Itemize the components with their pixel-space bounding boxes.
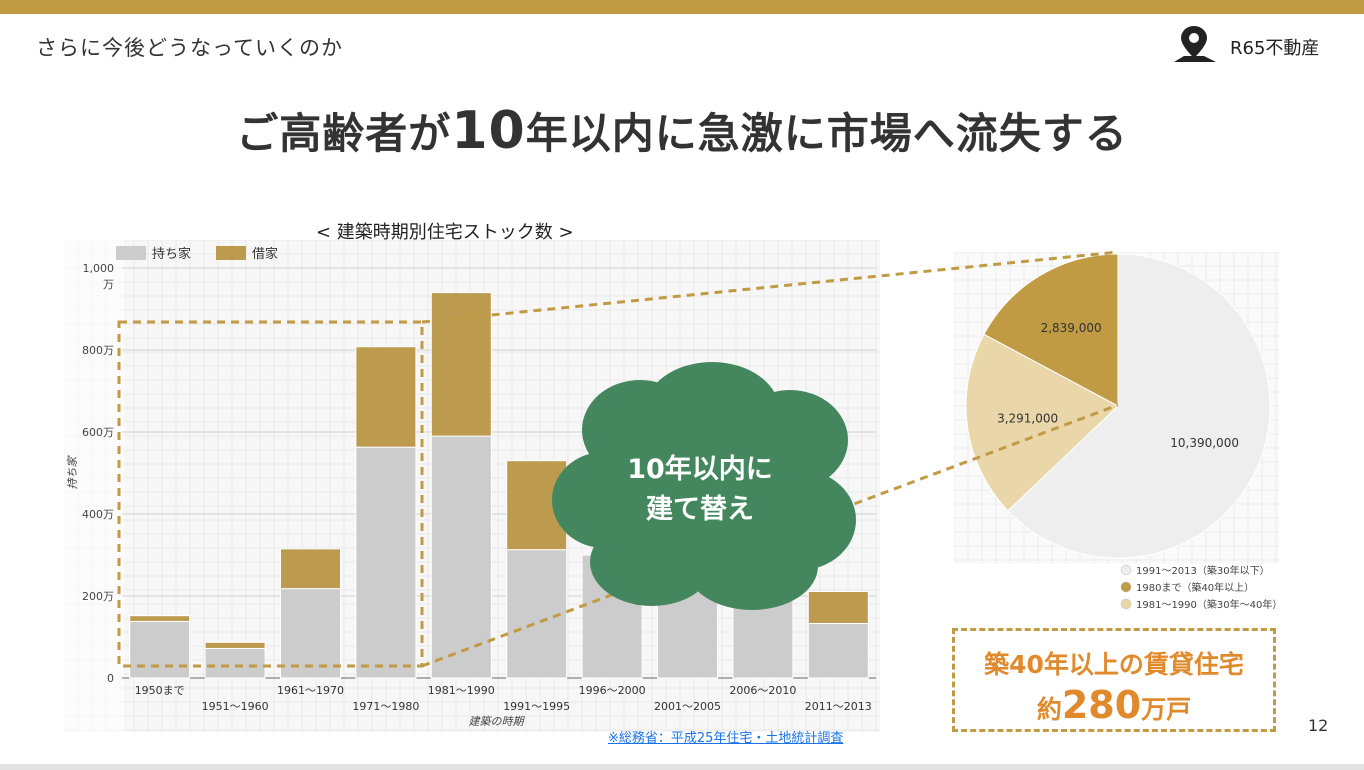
cloud-lobe	[732, 390, 848, 490]
y-tick-label: 400万	[82, 508, 114, 521]
pie-legend-label: 1991～2013（築30年以下）	[1136, 564, 1270, 577]
headline-part1: ご高齢者が	[236, 109, 452, 158]
bar-segment	[807, 590, 869, 624]
x-tick-label: 2011～2013	[805, 700, 872, 713]
bar-segment	[807, 622, 869, 679]
cloud-text-line1: 10年以内に	[627, 453, 773, 485]
pie-slice	[965, 333, 1119, 512]
page-number: 12	[1308, 716, 1329, 735]
pie-chart: 10,390,000 3,291,000 2,839,000 1991～2013（築3…	[954, 252, 1279, 611]
pie-legend-label: 1980まで（築40年以上）	[1136, 581, 1254, 594]
x-tick-label: 2006～2010	[729, 684, 796, 697]
pie-legend-swatch	[1120, 564, 1132, 576]
chart-title: < 建築時期別住宅ストック数 >	[316, 222, 574, 243]
y-axis-label: 持ち家	[66, 455, 79, 490]
pie-slice	[983, 253, 1119, 407]
legend-swatch	[116, 246, 146, 260]
y-tick-label: 200万	[82, 590, 114, 603]
bar-segment	[506, 549, 568, 679]
y-tick-label: 0	[107, 672, 114, 685]
x-tick-label: 1996～2000	[579, 684, 646, 697]
bar-segment	[129, 615, 191, 622]
x-tick-label: 1961～1970	[277, 684, 344, 697]
pie-legend-swatch	[1120, 581, 1132, 593]
x-tick-label: 1951～1960	[202, 700, 269, 713]
callout-prefix: 約	[1036, 695, 1062, 724]
x-tick-label: 1981～1990	[428, 684, 495, 697]
x-tick-label: 1991～1995	[503, 700, 570, 713]
legend-swatch	[216, 246, 246, 260]
pie-legend-label: 1981～1990（築30年～40年）	[1136, 598, 1279, 611]
bar-segment	[355, 446, 417, 679]
callout-line2: 約280万戸	[955, 683, 1273, 727]
x-tick-label: 1950まで	[135, 684, 185, 697]
brand-logo: R65不動産	[1172, 22, 1342, 68]
brand-name: R65不動産	[1230, 38, 1320, 59]
source-link[interactable]: ※総務省：平成25年住宅・土地統計調査	[608, 731, 844, 746]
pie-value-label: 10,390,000	[1170, 436, 1239, 450]
x-tick-label: 1971～1980	[352, 700, 419, 713]
legend-label: 借家	[252, 246, 278, 262]
cloud-shape	[552, 362, 856, 610]
bar-segment	[204, 641, 266, 649]
pie-value-label: 2,839,000	[1041, 321, 1102, 335]
headline-part2: 年以内に急激に市場へ流失する	[525, 109, 1128, 158]
bar-segment	[280, 548, 341, 590]
headline-number: 10	[451, 101, 526, 161]
cloud-lobe	[686, 522, 818, 610]
cloud-lobe	[590, 518, 714, 606]
callout-box: 築40年以上の賃貸住宅 約280万戸	[952, 628, 1276, 732]
pie-slice	[1007, 253, 1271, 559]
y-tick-label: 1,000	[83, 262, 115, 275]
callout-line1: 築40年以上の賃貸住宅	[984, 650, 1244, 679]
cloud-text-line2: 建て替え	[646, 494, 754, 525]
axis-label-area	[64, 240, 124, 732]
y-tick-label: 800万	[82, 344, 114, 357]
y-tick-label: 600万	[82, 426, 114, 439]
legend-label: 持ち家	[152, 246, 191, 262]
bar-segment	[129, 620, 191, 679]
x-tick-label: 2001～2005	[654, 700, 721, 713]
callout-number: 280	[1061, 683, 1142, 727]
bar-segment	[430, 435, 492, 679]
bar-segment	[355, 346, 417, 448]
callout-suffix: 万戸	[1141, 695, 1192, 724]
y-tick-label: 万	[103, 278, 114, 291]
pie-value-label: 3,291,000	[997, 411, 1058, 425]
top-accent-bar	[0, 0, 1364, 14]
page-headline: ご高齢者が10年以内に急激に市場へ流失する	[0, 100, 1364, 161]
bottom-divider	[0, 764, 1364, 770]
map-pin-icon	[1174, 26, 1216, 62]
bar-segment	[280, 588, 341, 679]
connector-line-top	[421, 250, 1119, 324]
section-title: さらに今後どうなっていくのか	[36, 36, 343, 60]
bar-segment	[204, 647, 266, 679]
x-axis-label: 建築の時期	[469, 715, 526, 728]
pie-legend-swatch	[1120, 598, 1132, 610]
highlight-dashed-box	[117, 320, 424, 668]
